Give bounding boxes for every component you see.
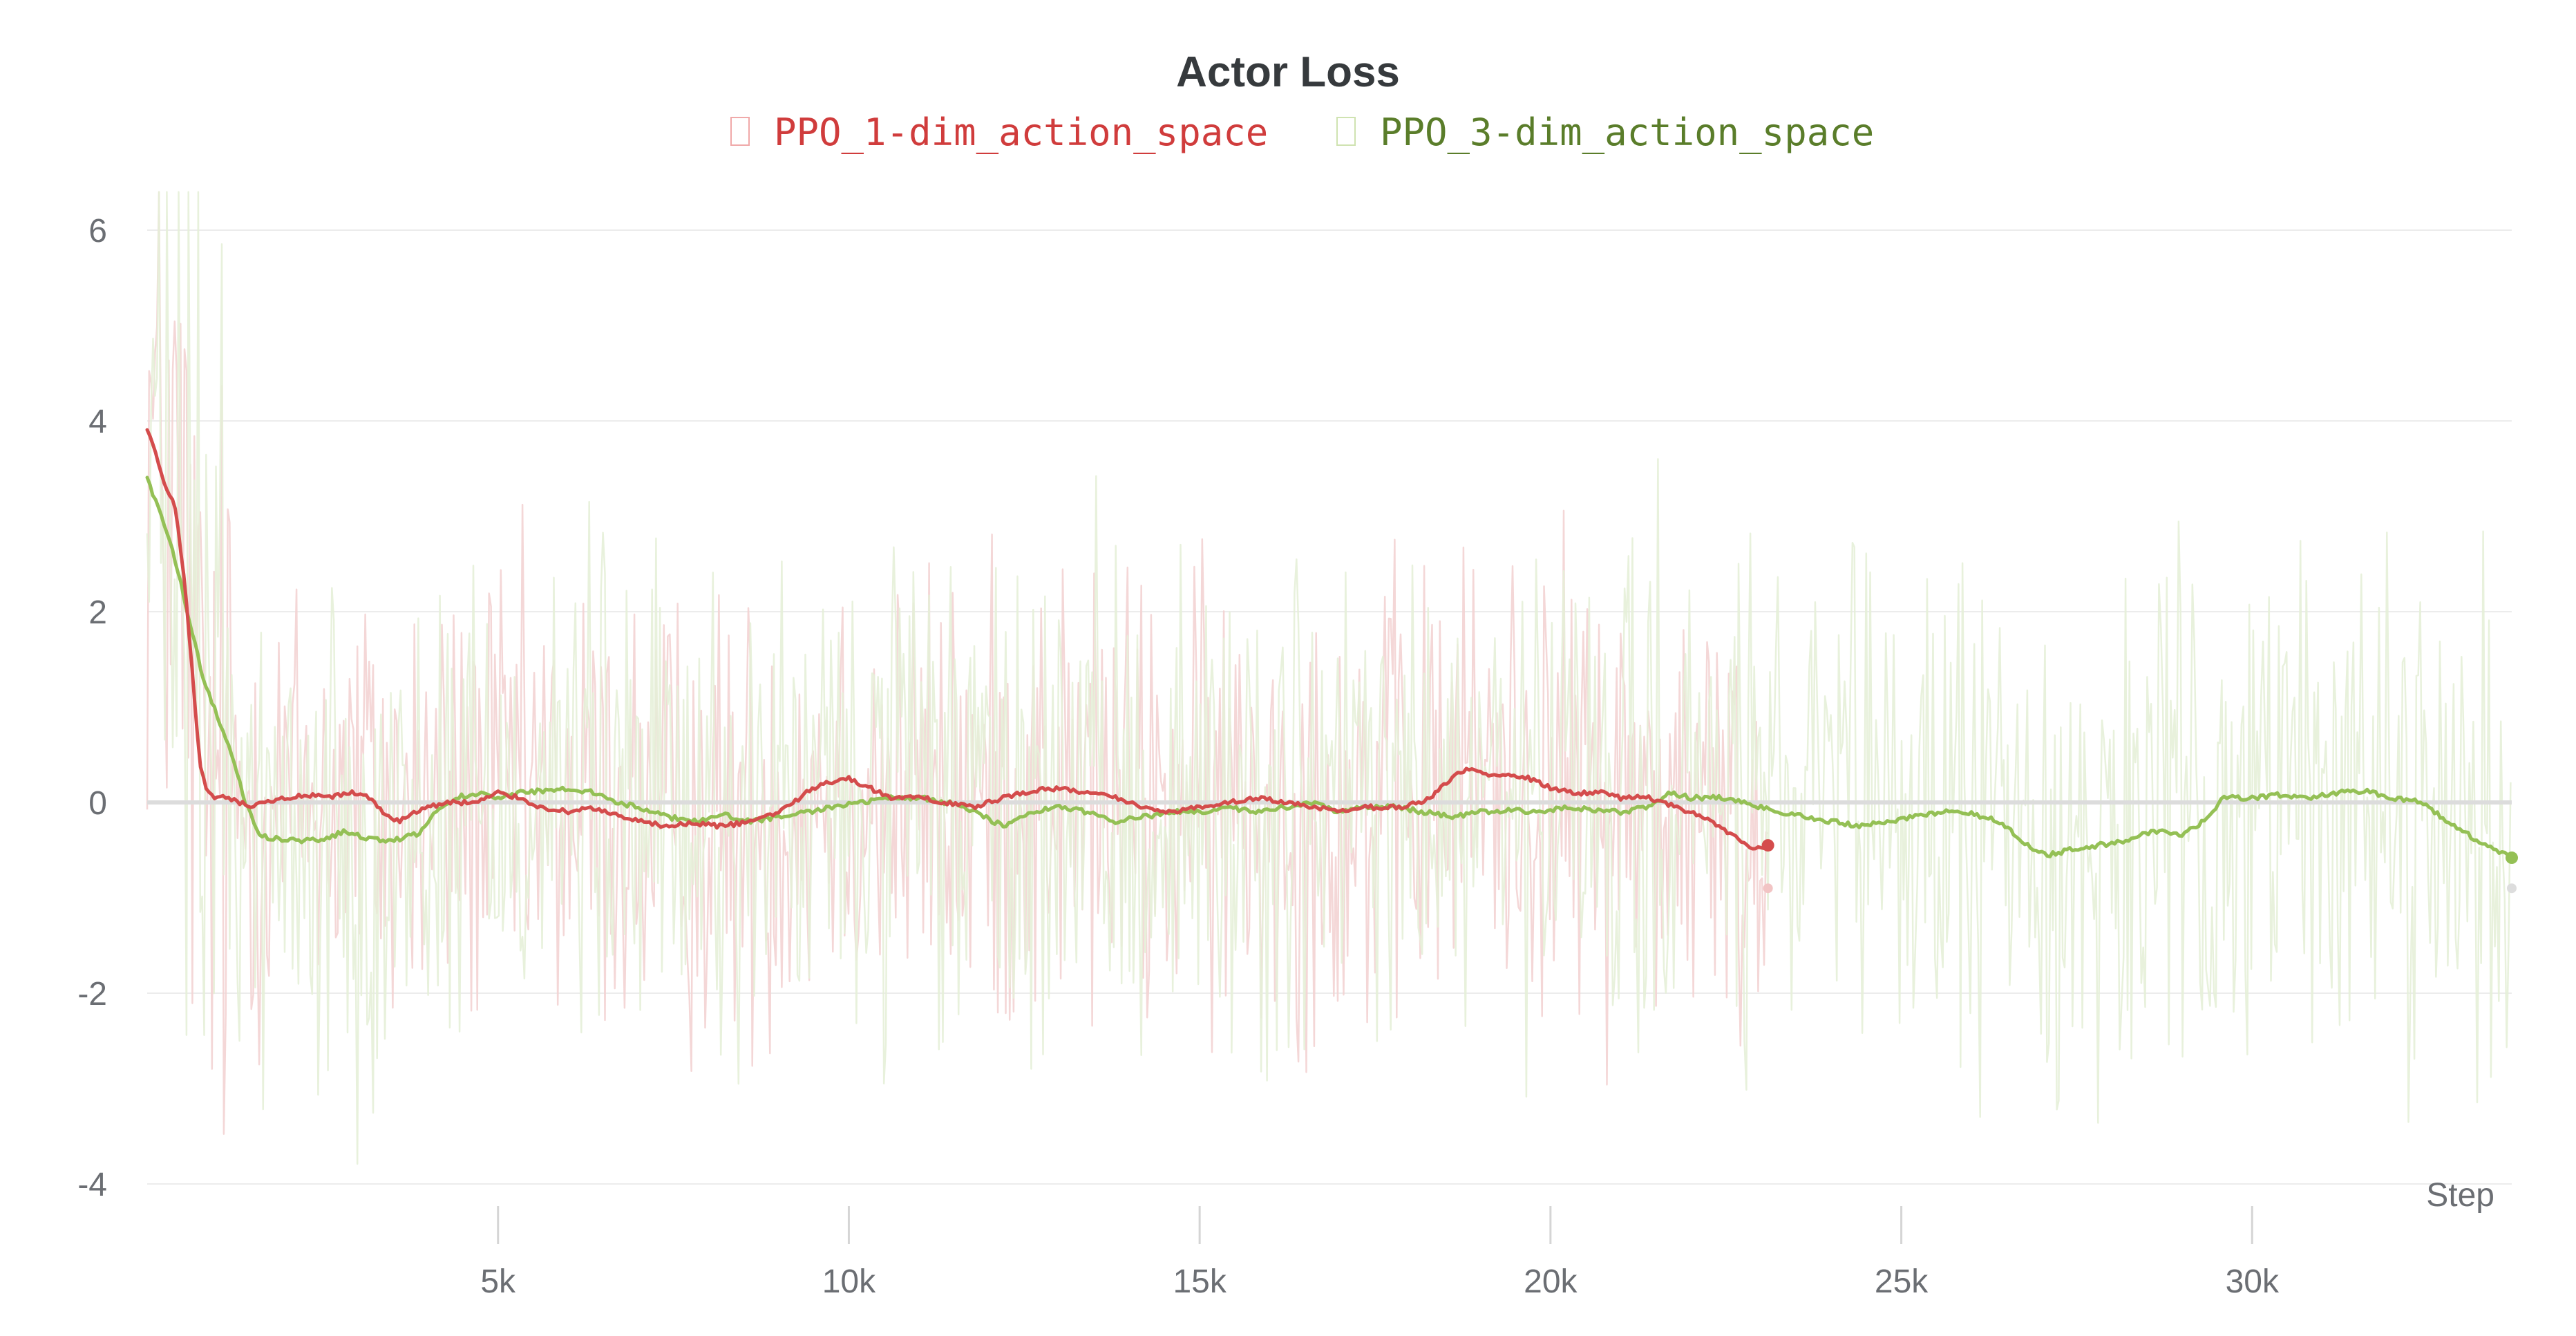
y-tick-label: 4 [88, 404, 107, 440]
legend: PPO_1-dim_action_space PPO_3-dim_action_… [730, 111, 1874, 154]
y-tick-label: -2 [77, 976, 107, 1013]
chart-title: Actor Loss [1176, 48, 1400, 96]
y-tick-label: 0 [88, 785, 107, 822]
x-tick-label: 20k [1524, 1263, 1578, 1300]
x-tick-label: 10k [822, 1263, 876, 1300]
raw-series-layer [146, 191, 2512, 1165]
x-tick-label: 15k [1173, 1263, 1227, 1300]
y-axis-ticks: 6 4 2 0 -2 -4 [77, 213, 107, 1203]
x-axis-label: Step [2426, 1177, 2494, 1214]
x-tick-label: 25k [1875, 1263, 1929, 1300]
smoothed-series-line-1 [145, 428, 1770, 851]
legend-item-ppo-3[interactable]: PPO_3-dim_action_space [1336, 111, 1874, 154]
series-end-point-2 [2506, 852, 2518, 865]
raw-series-line-2 [146, 191, 2512, 1165]
legend-swatch-ppo-1 [730, 117, 750, 146]
raw-end-point-1 [1763, 883, 1773, 894]
y-tick-label: 2 [88, 594, 107, 631]
legend-label-ppo-3: PPO_3-dim_action_space [1380, 111, 1874, 154]
x-tick-label: 5k [480, 1263, 516, 1300]
legend-item-ppo-1[interactable]: PPO_1-dim_action_space [730, 111, 1268, 154]
x-tick-label: 30k [2226, 1263, 2280, 1300]
y-tick-label: -4 [77, 1167, 107, 1203]
grid-lines [147, 229, 2512, 1185]
raw-end-point-2 [2507, 883, 2517, 894]
x-axis-ticks: 5k 10k 15k 20k 25k 30k [480, 1206, 2280, 1300]
legend-swatch-ppo-3 [1336, 117, 1356, 146]
series-end-point-1 [1761, 839, 1774, 852]
legend-label-ppo-1: PPO_1-dim_action_space [774, 111, 1268, 154]
smoothed-series-layer [145, 428, 2518, 894]
y-tick-label: 6 [88, 213, 107, 250]
